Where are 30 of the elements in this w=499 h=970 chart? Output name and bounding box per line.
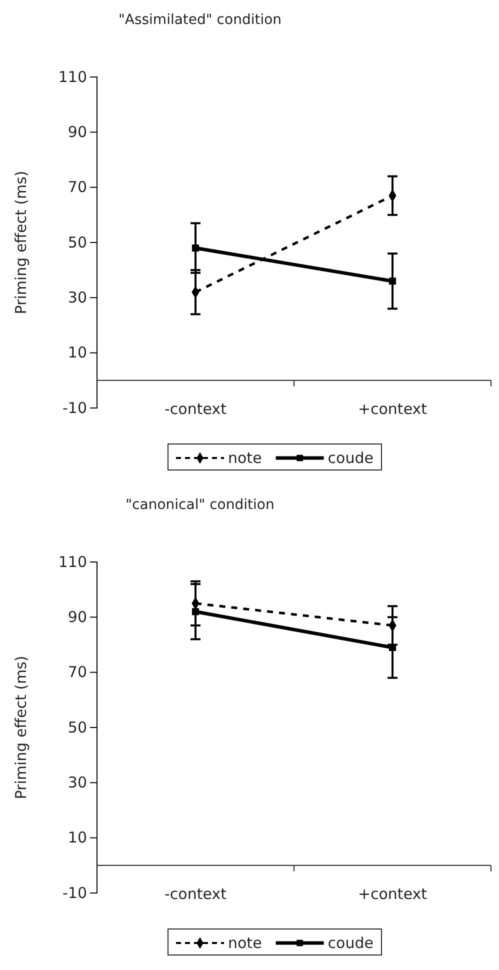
legend-label: note [228,449,262,467]
legend-label: note [228,934,262,952]
legend-label: coude [328,449,374,467]
y-tick-label: 30 [68,773,87,792]
x-tick-label: +context [358,400,428,418]
y-axis-title: Priming effect (ms) [12,656,30,800]
y-tick-label: 10 [68,344,87,362]
y-tick-label: 50 [68,718,87,736]
y-tick-label: 90 [68,122,87,141]
y-tick-label: 110 [58,68,87,86]
y-tick-label: 50 [68,233,87,252]
legend-label: coude [328,934,374,952]
y-tick-label: 70 [68,663,87,682]
y-tick-label: 70 [68,178,87,196]
chart-title: "canonical" condition [126,497,274,513]
y-tick-label: -10 [62,884,87,902]
chart-title: "Assimilated" condition [118,12,282,28]
y-tick-label: 110 [58,552,87,571]
x-tick-label: -context [164,885,227,903]
y-tick-label: 30 [68,288,87,306]
point [388,278,396,285]
y-tick-label: 10 [68,828,87,847]
y-axis-title: Priming effect (ms) [12,170,30,314]
point [192,244,200,252]
point [192,608,200,616]
y-tick-label: -10 [62,398,87,417]
y-tick-label: 90 [68,608,87,626]
point [388,644,396,652]
x-tick-label: -context [164,400,227,418]
x-tick-label: +context [358,885,428,903]
